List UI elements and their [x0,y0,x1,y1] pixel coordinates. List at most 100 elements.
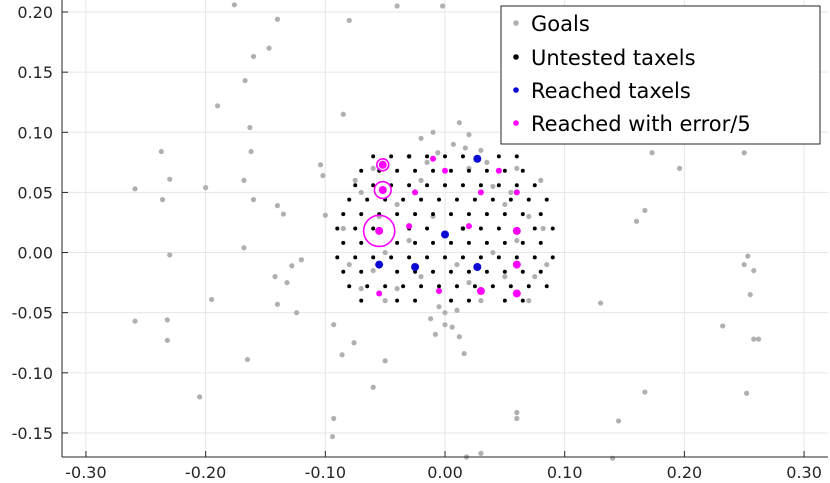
point-untested-taxels [359,298,364,303]
point-untested-taxels [341,240,346,245]
point-goals [351,340,357,346]
error-point [476,287,485,296]
point-untested-taxels [407,183,412,188]
point-reached-taxels [473,154,482,163]
point-reached-with-error- [465,223,472,230]
point-goals [274,203,281,209]
point-untested-taxels [425,183,430,188]
point-goals [274,301,281,307]
point-goals [514,237,520,244]
point-untested-taxels [443,154,447,159]
error-circle [373,180,392,200]
point-goals [747,292,753,298]
point-goals [382,249,388,256]
point-goals [358,189,364,196]
point-untested-taxels [484,240,489,245]
point-untested-taxels [460,183,465,188]
point-untested-taxels [407,154,412,159]
point-goals [203,185,209,191]
point-untested-taxels [532,255,537,260]
point-untested-taxels [520,168,525,173]
point-untested-taxels [466,168,471,173]
point-goals [642,207,648,214]
point-untested-taxels [466,269,471,274]
point-untested-taxels [395,212,400,217]
point-untested-taxels [365,197,370,202]
point-untested-taxels [448,269,453,274]
y-tick-label: -0.10 [12,364,53,383]
point-goals [514,415,520,422]
point-untested-taxels [437,197,442,202]
point-goals [158,148,164,155]
point-untested-taxels [353,226,358,231]
point-goals [440,3,446,9]
point-reached-with-error- [436,288,443,295]
y-tick-label: 0.10 [17,123,53,142]
point-reached-taxels [375,260,384,269]
point-goals [615,418,622,424]
point-goals [298,257,304,263]
point-untested-taxels [532,183,537,188]
point-untested-taxels [466,298,471,303]
point-goals [502,201,508,208]
point-untested-taxels [389,255,394,260]
point-goals [289,263,295,269]
point-untested-taxels [520,298,525,303]
point-goals [197,394,203,400]
point-untested-taxels [514,255,519,260]
point-goals [544,261,550,268]
point-goals [132,186,138,192]
y-tick-label: 0.00 [17,244,53,263]
point-goals [418,135,424,141]
legend-label-reached: Reached taxels [531,79,691,103]
point-untested-taxels [520,269,525,274]
point-untested-taxels [496,226,501,231]
point-goals [676,165,683,171]
point-untested-taxels [538,212,543,217]
x-tick-label: -0.10 [305,463,346,482]
x-tick-label: 0.10 [547,463,583,482]
point-reached-with-error- [513,189,520,196]
point-reached-with-error- [412,189,419,196]
point-untested-taxels [496,255,501,260]
point-untested-taxels [413,168,418,173]
point-untested-taxels [478,183,483,188]
point-untested-taxels [526,197,531,202]
point-untested-taxels [532,226,537,231]
point-reached-with-error- [376,290,383,297]
point-untested-taxels [460,255,465,260]
point-goals [159,197,166,203]
point-untested-taxels [371,183,376,188]
point-untested-taxels [484,212,489,217]
point-untested-taxels [538,269,543,274]
legend-marker-reached [513,87,519,93]
error-point [512,226,521,235]
point-untested-taxels [407,255,412,260]
point-goals [382,358,388,364]
point-goals [741,261,747,268]
point-untested-taxels [484,168,489,173]
point-goals [442,322,448,328]
point-goals [167,252,173,258]
point-untested-taxels [395,168,400,173]
point-untested-taxels [371,255,376,260]
legend-marker-goals [513,20,519,26]
legend-marker-error [513,120,519,126]
point-untested-taxels [520,240,525,245]
point-goals [490,249,496,256]
point-goals [532,274,538,280]
point-untested-taxels [502,168,507,173]
point-untested-taxels [448,168,453,173]
point-goals [352,177,358,183]
point-untested-taxels [490,197,495,202]
x-tick-label: 0.30 [786,463,822,482]
point-goals [435,150,441,156]
point-untested-taxels [544,197,549,202]
point-goals [406,237,412,244]
point-goals [454,261,460,268]
point-untested-taxels [478,255,483,260]
point-reached-with-error- [477,189,484,196]
point-untested-taxels [472,284,477,289]
point-goals [418,274,424,280]
